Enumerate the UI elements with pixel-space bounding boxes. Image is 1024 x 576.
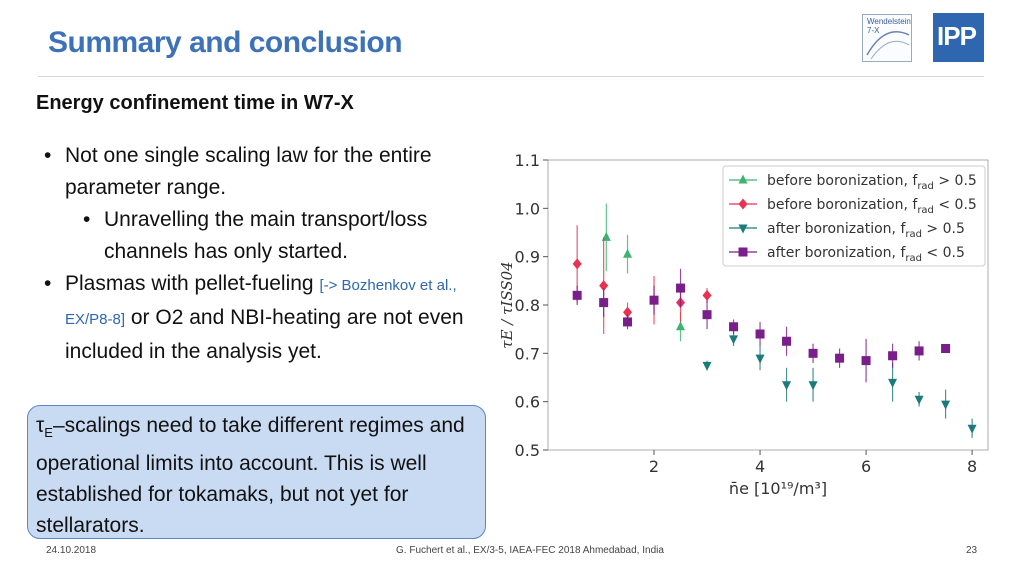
conclusion-box: τE–scalings need to take different regim…	[27, 405, 486, 539]
legend-label: before boronization, frad > 0.5	[767, 173, 977, 192]
tau-subscript: E	[44, 425, 53, 441]
bullet-1-sub: • Unravelling the main transport/loss ch…	[40, 204, 490, 268]
ipp-logo-text: IPP	[937, 21, 977, 51]
page-number: 23	[966, 545, 978, 556]
bullet-2-text: Unravelling the main transport/loss chan…	[104, 208, 428, 263]
data-point	[599, 298, 609, 308]
data-point	[755, 329, 765, 339]
data-point	[729, 335, 739, 345]
wendelstein-logo: Wendelstein 7-X	[862, 14, 912, 62]
bozhenkov-reference: [-> Bozhenkov et al., EX/P8-8]	[65, 277, 457, 328]
data-point	[914, 395, 924, 405]
legend-marker	[738, 174, 748, 184]
legend-marker	[738, 247, 748, 257]
ipp-logo: IPP	[933, 13, 984, 62]
data-point	[888, 351, 898, 361]
data-point	[914, 346, 924, 356]
data-point	[649, 295, 659, 305]
bullet-dot: •	[44, 272, 52, 295]
data-point	[808, 381, 818, 391]
data-point	[702, 289, 712, 301]
data-point	[599, 280, 609, 292]
data-point	[702, 310, 712, 320]
y-tick-label: 1.0	[515, 199, 540, 218]
footer-citation: G. Fuchert et al., EX/3-5, IAEA-FEC 2018…	[396, 545, 664, 556]
y-tick-label: 0.5	[515, 441, 540, 460]
bullet-list: • Not one single scaling law for the ent…	[40, 140, 490, 368]
y-tick-label: 0.8	[515, 296, 540, 315]
data-point	[623, 248, 633, 258]
y-axis-label: τE / τISS04	[498, 261, 516, 348]
x-tick-label: 8	[967, 457, 977, 476]
data-point	[572, 290, 582, 300]
y-tick-label: 0.6	[515, 393, 540, 412]
bullet-1: • Not one single scaling law for the ent…	[40, 140, 490, 204]
y-tick-label: 1.1	[515, 151, 540, 170]
slide-title: Summary and conclusion	[48, 26, 403, 59]
legend-marker	[738, 224, 748, 234]
data-point	[676, 283, 686, 293]
w7x-arc-icon	[866, 31, 910, 60]
tau-symbol: τ	[36, 414, 45, 437]
bullet-3-text-post: or O2 and NBI-heating are not even inclu…	[65, 306, 464, 363]
data-point	[808, 348, 818, 358]
data-point	[941, 400, 951, 410]
footer-date: 24.10.2018	[46, 545, 97, 556]
data-point	[623, 317, 633, 327]
legend-label: after boronization, frad < 0.5	[767, 245, 965, 264]
x-tick-label: 2	[649, 457, 659, 476]
bullet-3-text-pre: Plasmas with pellet-fueling	[65, 272, 320, 295]
legend-marker	[738, 198, 748, 210]
title-divider	[38, 76, 984, 77]
data-point	[941, 344, 951, 353]
conclusion-text: –scalings need to take different regimes…	[36, 414, 465, 538]
bullet-dot: •	[83, 208, 91, 231]
y-tick-label: 0.9	[515, 248, 540, 267]
bullet-dot: •	[44, 144, 52, 167]
w7x-logo-line1: Wendelstein	[867, 17, 911, 26]
data-point	[702, 361, 712, 371]
data-point	[755, 354, 765, 364]
legend-label: before boronization, frad < 0.5	[767, 197, 977, 216]
data-point	[623, 306, 633, 318]
confinement-scatter-chart: 0.5 0.6 0.7 0.8 0.9 1.0 1.1 2 4 6 8 n̄e [10¹⁹/m³] τE…	[498, 151, 989, 498]
section-subheading: Energy confinement time in W7-X	[36, 92, 354, 114]
bullet-3: • Plasmas with pellet-fueling [-> Bozhen…	[40, 268, 490, 368]
bullet-1-text: Not one single scaling law for the entir…	[65, 144, 432, 199]
data-point	[572, 258, 582, 270]
w7x-logo-line2: 7-X	[867, 26, 880, 35]
data-point	[782, 336, 792, 346]
x-tick-label: 6	[861, 457, 871, 476]
legend-box	[722, 165, 986, 267]
data-point	[888, 378, 898, 388]
data-point	[676, 321, 686, 331]
data-point	[835, 353, 845, 363]
y-tick-label: 0.7	[515, 344, 540, 363]
data-point	[861, 356, 871, 366]
x-axis-label: n̄e [10¹⁹/m³]	[729, 479, 827, 498]
data-point	[782, 381, 792, 391]
data-point	[967, 424, 977, 434]
data-point	[729, 322, 739, 332]
legend-label: after boronization, frad > 0.5	[767, 221, 965, 240]
x-tick-label: 4	[755, 457, 765, 476]
